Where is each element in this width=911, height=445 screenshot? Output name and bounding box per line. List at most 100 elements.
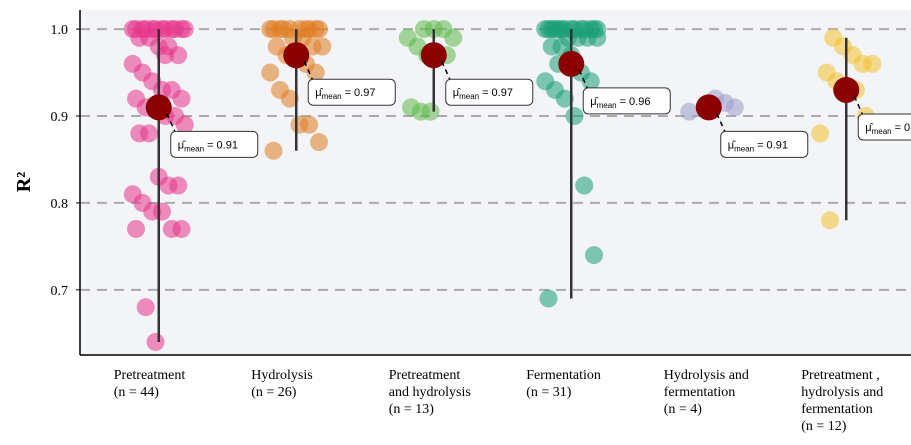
mean-subscript: mean	[597, 101, 617, 110]
y-tick-label: 0.7	[51, 284, 69, 299]
data-point	[172, 219, 191, 238]
mean-symbol: μ̂	[178, 139, 186, 151]
data-point	[581, 72, 600, 91]
x-tick-label: (n = 12)	[801, 419, 847, 434]
mean-equals: =	[620, 96, 626, 108]
mean-label-text: μ̂mean = 0.91	[178, 139, 238, 153]
mean-label: μ̂mean = 0.91	[170, 130, 259, 158]
data-point	[811, 124, 830, 143]
data-point	[575, 176, 594, 195]
mean-equals: =	[482, 87, 488, 99]
plot-area	[80, 10, 911, 355]
label-box	[582, 87, 671, 115]
y-tick-label: 1.0	[51, 23, 69, 38]
mean-value: 0.96	[629, 96, 650, 108]
label-box	[857, 113, 911, 141]
mean-equals: =	[895, 122, 901, 134]
x-tick-label: hydrolysis and	[801, 385, 883, 400]
x-tick-label: (n = 44)	[114, 385, 160, 400]
data-point	[153, 202, 171, 221]
data-point	[565, 107, 584, 126]
mean-point	[283, 42, 310, 69]
mean-subscript: mean	[459, 92, 479, 101]
mean-label: μ̂mean = 0.96	[582, 87, 671, 115]
label-connector	[303, 60, 313, 80]
data-point	[172, 89, 191, 108]
x-tick-label: (n = 13)	[389, 402, 435, 417]
x-tick-label: Pretreatment	[389, 368, 461, 383]
mean-label-text: μ̂mean = 0.97	[453, 87, 513, 101]
mean-subscript: mean	[322, 92, 342, 101]
data-point	[136, 298, 155, 317]
data-point	[175, 115, 194, 134]
label-box	[307, 78, 396, 106]
mean-symbol: μ̂	[865, 122, 873, 134]
mean-symbol: μ̂	[728, 139, 736, 151]
data-point	[300, 115, 319, 134]
x-tick-label: Hydrolysis and	[664, 368, 749, 383]
mean-subscript: mean	[184, 144, 204, 153]
mean-point	[833, 76, 860, 103]
data-point	[555, 89, 574, 108]
mean-label-text: μ̂mean = 0.96	[590, 96, 650, 110]
mean-symbol: μ̂	[453, 87, 461, 99]
data-point	[156, 46, 175, 65]
label-connector	[853, 95, 863, 115]
data-point	[146, 332, 165, 351]
mean-label: μ̂mean=0.93	[857, 113, 911, 141]
label-box	[720, 130, 809, 158]
data-point	[821, 211, 839, 230]
data-point	[539, 289, 558, 308]
mean-label-text: μ̂mean = 0.97	[315, 87, 375, 101]
data-point	[140, 124, 158, 143]
mean-point	[145, 94, 172, 121]
data-point	[310, 133, 328, 152]
x-tick-label: and hydrolysis	[389, 385, 471, 400]
data-point	[169, 176, 188, 195]
data-point	[421, 102, 440, 121]
mean-point	[695, 94, 722, 121]
data-point	[169, 46, 188, 65]
mean-label-text: μ̂mean = 0.91	[728, 139, 788, 153]
mean-label: μ̂mean = 0.91	[720, 130, 809, 158]
label-connector	[441, 60, 451, 80]
mean-equals: =	[207, 139, 213, 151]
data-point	[588, 28, 607, 47]
mean-value: 0.97	[354, 87, 375, 99]
data-point	[280, 89, 299, 108]
mean-subscript: mean	[872, 127, 892, 136]
mean-value: 0.93	[904, 122, 911, 134]
x-tick-label: (n = 4)	[664, 402, 703, 417]
x-tick-label: Hydrolysis	[251, 368, 312, 383]
mean-point	[558, 50, 585, 77]
data-point	[261, 63, 280, 82]
x-tick-label: Pretreatment	[114, 368, 186, 383]
data-point	[585, 246, 603, 265]
x-tick-label: Fermentation	[526, 368, 601, 383]
mean-symbol: μ̂	[315, 87, 323, 99]
data-point	[264, 141, 283, 160]
x-tick-label: fermentation	[664, 385, 736, 400]
label-connector	[166, 113, 176, 132]
data-point	[313, 37, 332, 56]
mean-label: μ̂mean = 0.97	[307, 78, 396, 106]
data-point	[175, 20, 194, 39]
x-tick-label: (n = 31)	[526, 385, 572, 400]
data-point	[310, 20, 328, 39]
x-tick-label: fermentation	[801, 402, 873, 417]
label-box	[170, 130, 259, 158]
mean-equals: =	[345, 87, 351, 99]
x-tick-label: (n = 26)	[251, 385, 297, 400]
mean-symbol: μ̂	[590, 96, 598, 108]
label-connector	[716, 113, 726, 132]
data-point	[725, 98, 744, 117]
mean-value: 0.91	[767, 139, 788, 151]
mean-point	[420, 42, 447, 69]
data-point	[127, 219, 145, 238]
y-tick-label: 0.8	[51, 197, 69, 212]
data-point	[863, 54, 882, 73]
y-axis-label: R²	[13, 172, 35, 192]
y-tick-label: 0.9	[51, 110, 69, 125]
data-point	[306, 63, 325, 82]
